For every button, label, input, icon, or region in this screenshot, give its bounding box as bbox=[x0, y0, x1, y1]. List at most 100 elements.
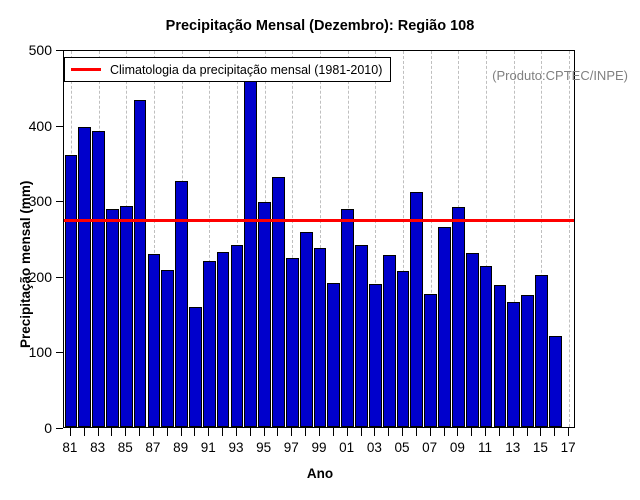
bar bbox=[299, 231, 313, 427]
x-tick-mark bbox=[305, 428, 307, 436]
bar bbox=[202, 260, 216, 427]
chart-legend: Climatologia da precipitação mensal (198… bbox=[64, 57, 392, 82]
bar bbox=[507, 301, 521, 427]
legend-line-swatch bbox=[71, 68, 101, 71]
y-tick-mark bbox=[56, 352, 63, 354]
x-tick-mark bbox=[540, 428, 542, 436]
x-tick-mark bbox=[83, 428, 85, 436]
bar bbox=[119, 205, 133, 427]
x-tick-label: 17 bbox=[560, 440, 576, 455]
x-tick-mark bbox=[443, 428, 445, 436]
gridline bbox=[486, 51, 488, 427]
x-tick-mark bbox=[402, 428, 404, 436]
legend-entry-label: Climatologia da precipitação mensal (198… bbox=[110, 62, 383, 77]
x-tick-mark bbox=[69, 428, 71, 436]
plot-inner bbox=[64, 51, 574, 427]
x-tick-mark bbox=[319, 428, 320, 436]
bar bbox=[410, 191, 424, 427]
x-tick-mark bbox=[139, 428, 141, 436]
gridline bbox=[513, 51, 515, 427]
gridline bbox=[541, 51, 543, 427]
x-tick-label: 95 bbox=[256, 440, 272, 455]
x-tick-mark bbox=[374, 428, 376, 436]
x-tick-mark bbox=[180, 428, 182, 436]
x-tick-mark bbox=[235, 428, 237, 436]
x-tick-label: 05 bbox=[394, 440, 410, 455]
gridline bbox=[292, 51, 294, 427]
bar bbox=[396, 271, 410, 427]
bar bbox=[285, 257, 299, 427]
bar bbox=[272, 176, 285, 427]
bar bbox=[452, 207, 465, 427]
y-tick-label: 0 bbox=[44, 420, 52, 436]
bar bbox=[465, 253, 479, 427]
bar bbox=[78, 126, 92, 427]
bar bbox=[64, 154, 78, 427]
gridline bbox=[236, 51, 238, 427]
bar bbox=[355, 244, 368, 427]
x-tick-label: 89 bbox=[173, 440, 189, 455]
bar bbox=[424, 293, 438, 427]
climatology-reference-line bbox=[64, 219, 574, 222]
bar bbox=[521, 295, 534, 427]
x-tick-mark bbox=[194, 428, 196, 436]
x-tick-mark bbox=[485, 428, 487, 436]
x-axis-label: Ano bbox=[306, 466, 334, 481]
x-tick-mark bbox=[111, 428, 113, 436]
x-tick-label: 91 bbox=[200, 440, 216, 455]
x-tick-mark bbox=[360, 428, 362, 436]
y-tick-mark bbox=[56, 50, 63, 51]
bar bbox=[535, 275, 548, 427]
bar bbox=[313, 247, 327, 427]
bar bbox=[341, 208, 355, 427]
bar bbox=[382, 254, 396, 427]
x-tick-label: 13 bbox=[505, 440, 521, 455]
y-tick-mark bbox=[56, 125, 63, 127]
x-tick-label: 11 bbox=[478, 440, 493, 455]
x-tick-mark bbox=[526, 428, 528, 436]
bar bbox=[368, 284, 382, 427]
gridline bbox=[375, 51, 377, 427]
x-tick-mark bbox=[208, 428, 210, 436]
bar bbox=[106, 209, 119, 427]
x-tick-mark bbox=[263, 428, 265, 436]
bar bbox=[216, 251, 230, 427]
x-tick-mark bbox=[249, 428, 251, 436]
x-tick-label: 07 bbox=[422, 440, 438, 455]
x-tick-label: 15 bbox=[532, 440, 548, 455]
gridline bbox=[569, 51, 571, 427]
x-tick-mark bbox=[388, 428, 390, 436]
x-tick-mark bbox=[166, 428, 168, 436]
gridline bbox=[320, 51, 321, 427]
y-tick-label: 100 bbox=[28, 344, 52, 361]
page-title: Precipitação Mensal (Dezembro): Região 1… bbox=[165, 18, 475, 34]
x-tick-mark bbox=[457, 428, 459, 436]
y-tick-label: 300 bbox=[28, 193, 52, 210]
x-tick-mark bbox=[346, 428, 348, 436]
y-tick-mark bbox=[56, 428, 63, 429]
y-tick-label: 500 bbox=[28, 42, 52, 58]
y-tick-label: 400 bbox=[28, 117, 52, 134]
x-tick-mark bbox=[498, 428, 500, 436]
x-tick-mark bbox=[471, 428, 473, 436]
x-tick-label: 99 bbox=[311, 440, 327, 455]
x-tick-label: 03 bbox=[366, 440, 382, 455]
bar bbox=[244, 56, 258, 427]
x-tick-mark bbox=[429, 428, 431, 436]
bar bbox=[479, 265, 493, 427]
gridline bbox=[209, 51, 211, 427]
x-tick-label: 83 bbox=[90, 440, 106, 455]
x-tick-mark bbox=[332, 428, 334, 436]
x-tick-mark bbox=[125, 428, 127, 436]
y-tick-mark bbox=[56, 201, 63, 203]
x-tick-label: 81 bbox=[62, 440, 78, 455]
x-tick-mark bbox=[97, 428, 99, 436]
x-tick-label: 09 bbox=[449, 440, 465, 455]
bar bbox=[438, 227, 451, 427]
y-tick-mark bbox=[56, 276, 63, 278]
x-tick-label: 87 bbox=[145, 440, 161, 455]
x-tick-label: 85 bbox=[117, 440, 133, 455]
x-tick-mark bbox=[291, 428, 293, 436]
plot-area bbox=[63, 50, 575, 428]
